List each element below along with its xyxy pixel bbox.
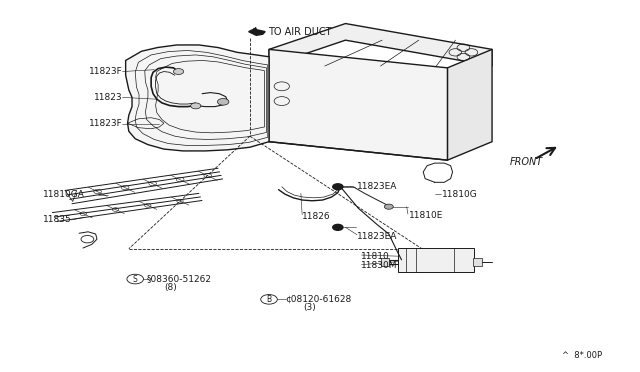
- Text: 11826: 11826: [302, 212, 331, 221]
- Text: 11823F: 11823F: [89, 119, 122, 128]
- Text: ¢08120-61628: ¢08120-61628: [285, 295, 352, 304]
- Polygon shape: [248, 28, 265, 35]
- Text: 11823EA: 11823EA: [357, 182, 397, 191]
- Polygon shape: [447, 49, 492, 160]
- Text: B: B: [266, 295, 271, 304]
- Text: 11835: 11835: [43, 215, 72, 224]
- Text: (3): (3): [303, 302, 316, 312]
- Text: TO AIR DUCT: TO AIR DUCT: [268, 27, 332, 37]
- Text: (8): (8): [164, 283, 177, 292]
- Text: 11830M: 11830M: [362, 261, 398, 270]
- Circle shape: [218, 99, 229, 105]
- Bar: [381, 258, 389, 266]
- Circle shape: [333, 224, 343, 230]
- Text: FRONT: FRONT: [509, 157, 543, 167]
- Text: 11810GA: 11810GA: [43, 190, 84, 199]
- Text: 11823: 11823: [94, 93, 122, 102]
- Text: §08360-51262: §08360-51262: [147, 275, 212, 283]
- Circle shape: [333, 184, 343, 190]
- Text: 11823EA: 11823EA: [357, 232, 397, 241]
- Text: 11823F: 11823F: [89, 67, 122, 76]
- Text: 11810E: 11810E: [409, 211, 444, 220]
- Text: S: S: [133, 275, 138, 283]
- FancyBboxPatch shape: [397, 248, 474, 272]
- Text: ^  8*.00P: ^ 8*.00P: [562, 351, 602, 360]
- Bar: [473, 258, 483, 266]
- Circle shape: [191, 103, 201, 109]
- Polygon shape: [269, 49, 447, 160]
- Polygon shape: [269, 23, 492, 66]
- Circle shape: [385, 204, 394, 209]
- Circle shape: [173, 68, 184, 74]
- Polygon shape: [125, 45, 269, 151]
- Text: 11810: 11810: [362, 251, 390, 261]
- Text: 11810G: 11810G: [442, 190, 478, 199]
